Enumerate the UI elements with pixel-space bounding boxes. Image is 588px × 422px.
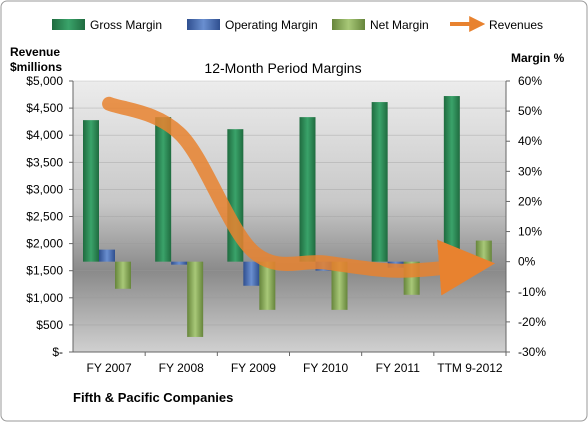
right-axis-title: Margin % [511, 51, 565, 65]
right-tick-label: 30% [518, 164, 542, 178]
right-tick-label: 40% [518, 134, 542, 148]
axes-group: $5,000 $4,500 $4,000 $3,500 $3,000 $2,500 $2,0… [26, 74, 546, 375]
revenue-line [102, 96, 496, 296]
left-tick-label: $3,000 [26, 182, 63, 196]
gross-margin-bar [299, 117, 316, 262]
gross-margin-bar [371, 102, 388, 262]
legend-swatch-gross-margin [52, 19, 85, 30]
right-tick-label: 0% [518, 255, 536, 269]
net-margin-bar [259, 261, 276, 310]
net-margin-bar [475, 240, 492, 262]
net-margin-bar [187, 261, 204, 337]
gross-margin-bar [155, 117, 172, 262]
net-margin-bar [331, 261, 348, 310]
legend-label-net-margin: Net Margin [370, 18, 429, 32]
left-tick-label: $- [52, 345, 63, 359]
left-tick-label: $1,500 [26, 264, 63, 278]
gross-margin-bar [83, 120, 99, 262]
legend-swatch-net-margin [332, 19, 365, 30]
operating-margin-bar [99, 249, 115, 262]
legend-label-operating-margin: Operating Margin [225, 18, 318, 32]
right-tick-label: -30% [518, 345, 546, 359]
left-tick-label: $5,000 [26, 74, 63, 88]
right-tick-label: 50% [518, 104, 542, 118]
right-tick-label: -10% [518, 285, 546, 299]
bars-group [83, 96, 492, 337]
right-tick-label: -20% [518, 315, 546, 329]
legend: Gross Margin Operating Margin Net Margin… [52, 16, 543, 32]
left-tick-label: $4,000 [26, 128, 63, 142]
right-tick-label: 10% [518, 225, 542, 239]
legend-label-gross-margin: Gross Margin [90, 18, 162, 32]
x-tick-label: FY 2007 [87, 361, 132, 375]
left-tick-label: $3,500 [26, 155, 63, 169]
x-tick-label: FY 2010 [303, 361, 348, 375]
right-tick-label: 60% [518, 74, 542, 88]
x-tick-label: FY 2008 [159, 361, 204, 375]
revenue-series [102, 96, 496, 296]
left-tick-label: $2,000 [26, 237, 63, 251]
left-tick-label: $4,500 [26, 101, 63, 115]
left-tick-label: $500 [36, 318, 63, 332]
right-tick-label: 20% [518, 194, 542, 208]
operating-margin-bar [171, 261, 188, 265]
legend-swatch-operating-margin [187, 19, 220, 30]
x-tick-label: FY 2009 [231, 361, 276, 375]
x-tick-label: TTM 9-2012 [437, 361, 503, 375]
gross-margin-bar [443, 96, 460, 262]
left-tick-label: $1,000 [26, 291, 63, 305]
x-tick-label: FY 2011 [376, 361, 421, 375]
chart-title: 12-Month Period Margins [204, 60, 361, 76]
left-axis-title-line2: $millions [10, 60, 62, 74]
legend-label-revenues: Revenues [489, 18, 543, 32]
company-name: Fifth & Pacific Companies [73, 390, 233, 405]
operating-margin-bar [243, 261, 260, 286]
left-tick-label: $2,500 [26, 210, 63, 224]
left-axis-title-line1: Revenue [10, 45, 60, 59]
net-margin-bar [115, 261, 131, 289]
